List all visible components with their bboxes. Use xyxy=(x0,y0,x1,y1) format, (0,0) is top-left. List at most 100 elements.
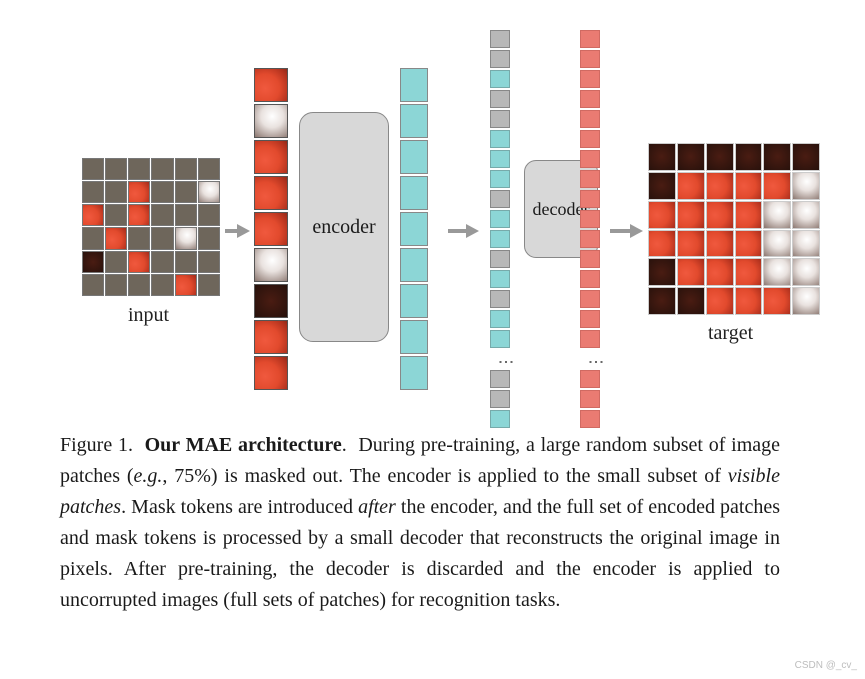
mask-token xyxy=(490,110,510,128)
encoded-token xyxy=(400,248,428,282)
encoded-token xyxy=(490,70,510,88)
input-cell xyxy=(175,227,197,249)
target-cell xyxy=(735,230,763,258)
target-cell xyxy=(763,258,791,286)
input-cell xyxy=(128,181,150,203)
decoded-token xyxy=(580,290,600,308)
target-cell xyxy=(792,287,820,315)
target-cell xyxy=(763,172,791,200)
mask-token xyxy=(490,50,510,68)
decoded-token xyxy=(580,410,600,428)
input-cell xyxy=(175,181,197,203)
input-cell xyxy=(105,274,127,296)
decoded-token xyxy=(580,50,600,68)
input-cell xyxy=(198,251,220,273)
target-cell xyxy=(648,230,676,258)
caption-eg: e.g. xyxy=(133,465,162,487)
input-cell xyxy=(198,204,220,226)
decoded-token xyxy=(580,370,600,388)
decoded-token xyxy=(580,110,600,128)
target-cell xyxy=(735,172,763,200)
decoded-token xyxy=(580,250,600,268)
target-cell xyxy=(792,201,820,229)
encoded-token xyxy=(400,284,428,318)
encoded-token xyxy=(490,410,510,428)
target-cell xyxy=(735,258,763,286)
target-cell xyxy=(763,230,791,258)
encoded-token xyxy=(490,210,510,228)
mask-token xyxy=(490,390,510,408)
target-cell xyxy=(763,287,791,315)
input-label: input xyxy=(128,304,169,327)
target-cell xyxy=(677,143,705,171)
decoded-token xyxy=(580,90,600,108)
caption-after: after xyxy=(358,496,396,518)
target-cell xyxy=(648,172,676,200)
decoded-token xyxy=(580,170,600,188)
input-cell xyxy=(128,158,150,180)
input-cell xyxy=(175,274,197,296)
target-cell xyxy=(735,201,763,229)
figure-caption: Figure 1. Our MAE architecture. During p… xyxy=(60,430,780,616)
target-cell xyxy=(792,143,820,171)
target-cell xyxy=(735,143,763,171)
input-cell xyxy=(128,251,150,273)
visible-patch xyxy=(254,356,288,390)
target-cell xyxy=(706,172,734,200)
input-cell xyxy=(82,251,104,273)
target-cell xyxy=(735,287,763,315)
input-cell xyxy=(175,158,197,180)
arrow-decoder-to-target xyxy=(610,224,643,238)
encoded-token xyxy=(490,270,510,288)
decoded-token xyxy=(580,330,600,348)
encoded-token xyxy=(490,230,510,248)
input-cell xyxy=(105,227,127,249)
encoded-token xyxy=(400,68,428,102)
visible-patch xyxy=(254,248,288,282)
arrow-encoded-to-decoder xyxy=(448,224,479,238)
input-cell xyxy=(198,158,220,180)
encoded-token xyxy=(400,212,428,246)
input-cell xyxy=(151,181,173,203)
decoded-token xyxy=(580,310,600,328)
encoded-token xyxy=(400,104,428,138)
decoded-token xyxy=(580,210,600,228)
input-cell xyxy=(128,274,150,296)
encoder-label: encoder xyxy=(312,216,375,239)
visible-patches-column xyxy=(254,68,288,390)
decoder-input-tokens-column xyxy=(490,30,510,348)
encoded-token xyxy=(490,170,510,188)
target-cell xyxy=(792,172,820,200)
target-cell xyxy=(648,287,676,315)
encoded-token xyxy=(490,150,510,168)
input-cell xyxy=(151,251,173,273)
target-cell xyxy=(706,258,734,286)
input-cell xyxy=(82,158,104,180)
arrow-input-to-patches xyxy=(225,224,250,238)
target-reconstruction-grid xyxy=(648,143,820,315)
figure-canvas: input encoder ⋮ decoder ⋮ xyxy=(0,0,865,679)
decoded-token xyxy=(580,190,600,208)
visible-patch xyxy=(254,104,288,138)
input-cell xyxy=(128,227,150,249)
target-cell xyxy=(706,230,734,258)
target-cell xyxy=(648,201,676,229)
target-cell xyxy=(792,230,820,258)
target-cell xyxy=(763,201,791,229)
input-cell xyxy=(175,204,197,226)
target-cell xyxy=(792,258,820,286)
input-cell xyxy=(82,227,104,249)
decoded-token xyxy=(580,130,600,148)
target-cell xyxy=(648,143,676,171)
target-cell xyxy=(677,287,705,315)
input-cell xyxy=(105,181,127,203)
input-cell xyxy=(198,181,220,203)
decoded-token xyxy=(580,70,600,88)
mask-token xyxy=(490,250,510,268)
decoded-token xyxy=(580,30,600,48)
target-cell xyxy=(648,258,676,286)
mae-diagram: input encoder ⋮ decoder ⋮ xyxy=(50,30,820,390)
input-cell xyxy=(151,158,173,180)
input-cell xyxy=(82,204,104,226)
target-cell xyxy=(677,230,705,258)
